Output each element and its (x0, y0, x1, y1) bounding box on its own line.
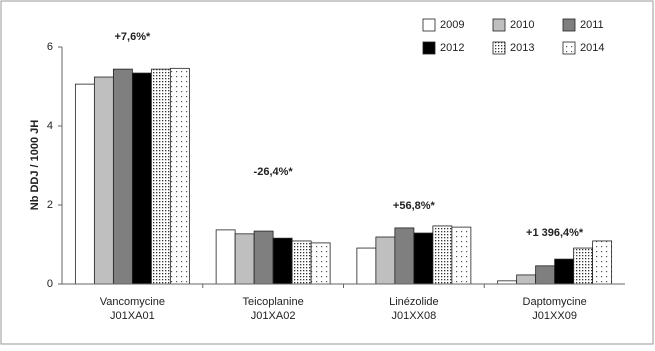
bar (234, 233, 255, 285)
legend-label: 2013 (510, 42, 534, 54)
bar (74, 83, 95, 285)
y-axis-label: Nb DDJ / 1000 JH (29, 120, 41, 211)
legend-label: 2009 (440, 19, 464, 31)
bar (535, 265, 556, 285)
legend-swatch (492, 41, 506, 55)
legend-swatch (492, 18, 506, 32)
legend-swatch (562, 41, 576, 55)
bar (451, 226, 472, 285)
bar (356, 247, 377, 285)
bar (131, 72, 152, 285)
legend-label: 2011 (580, 19, 604, 31)
annotation: -26,4%* (254, 166, 294, 178)
bar (291, 240, 312, 285)
legend-swatch (422, 18, 436, 32)
x-tick-label: J01XA02 (251, 310, 296, 322)
y-tick-label: 4 (47, 120, 53, 132)
y-tick-label: 2 (47, 199, 53, 211)
x-tick-label: J01XX08 (392, 310, 437, 322)
y-tick-label: 6 (47, 41, 53, 53)
bar (272, 237, 293, 285)
legend-swatch (562, 18, 576, 32)
x-tick-label: Linézolide (389, 296, 439, 308)
x-tick-label: J01XX09 (532, 310, 577, 322)
annotation: +56,8%* (393, 200, 436, 212)
bar (516, 274, 537, 285)
bar (592, 240, 613, 285)
bar (394, 227, 415, 285)
y-tick-label: 0 (47, 278, 53, 290)
bar (573, 247, 594, 285)
bar (413, 232, 434, 285)
x-tick-label: Daptomycine (523, 296, 587, 308)
legend-swatch (422, 41, 436, 55)
legend-label: 2010 (510, 19, 534, 31)
annotation: +1 396,4%* (526, 227, 584, 239)
bar (150, 68, 171, 285)
bar (215, 229, 236, 285)
annotation: +7,6%* (114, 31, 150, 43)
x-tick-label: J01XA01 (110, 310, 155, 322)
legend-label: 2012 (440, 42, 464, 54)
bar (375, 236, 396, 285)
bar (169, 67, 190, 285)
legend-label: 2014 (580, 42, 604, 54)
x-tick-label: Teicoplanine (243, 296, 304, 308)
bar (112, 68, 133, 285)
bar (253, 230, 274, 285)
bar (432, 225, 453, 285)
bar (93, 76, 114, 285)
bar (554, 258, 575, 285)
bar (310, 242, 331, 285)
x-tick-label: Vancomycine (100, 296, 165, 308)
